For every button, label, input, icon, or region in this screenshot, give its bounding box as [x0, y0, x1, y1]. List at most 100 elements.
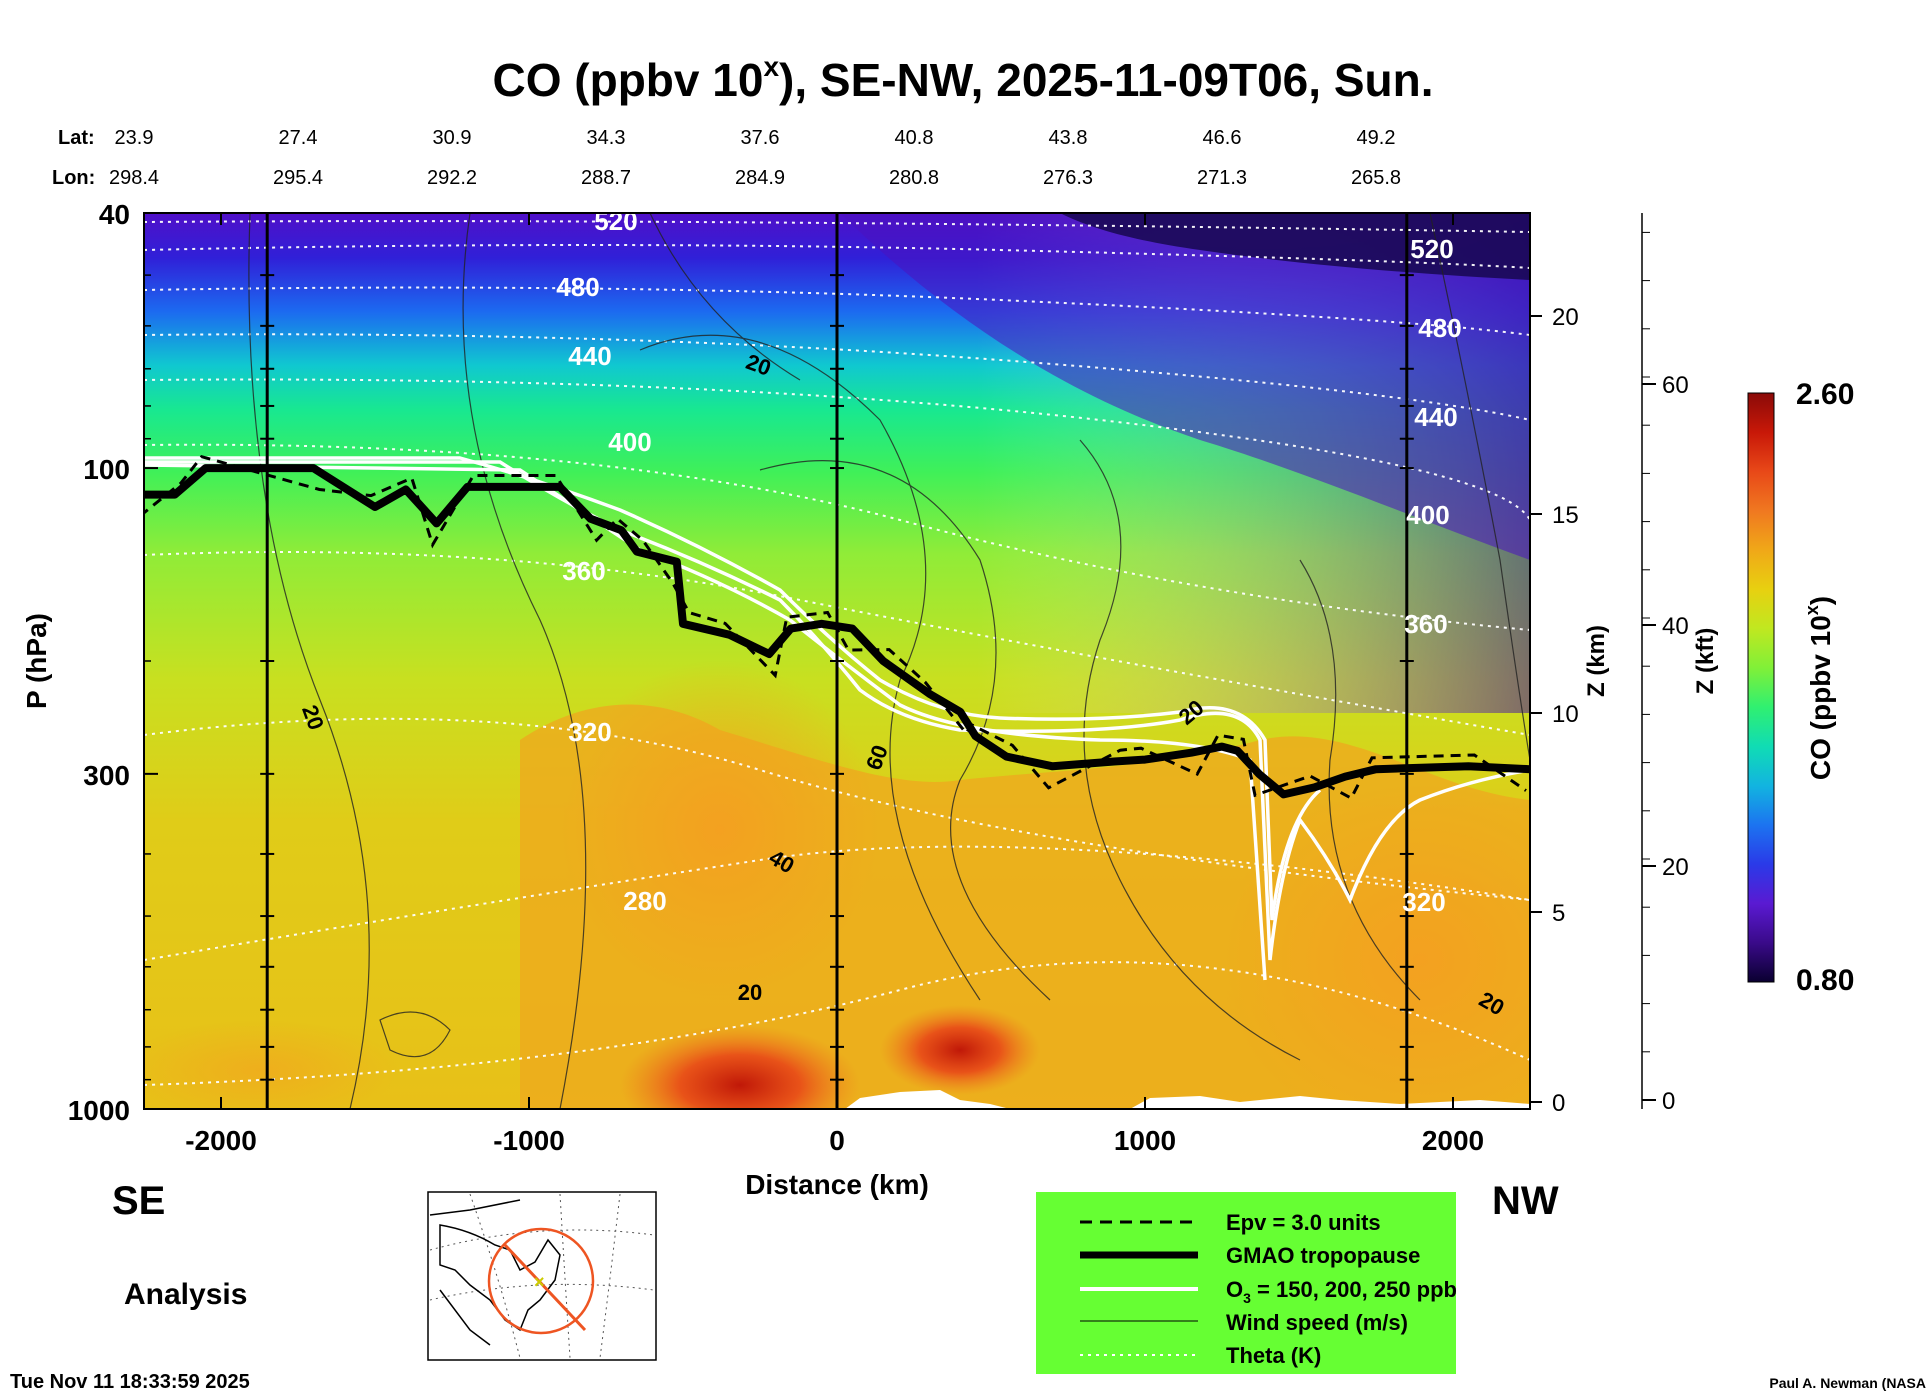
wind-contour	[639, 334, 981, 1001]
wind-contour	[649, 213, 801, 381]
theta-line	[144, 961, 1530, 1086]
colorbar-min: 0.80	[1796, 964, 1854, 997]
theta-line	[144, 244, 1530, 269]
surface-white-patch	[845, 1090, 1010, 1109]
wind-contour	[248, 213, 370, 1109]
ozone-contour	[144, 463, 1267, 981]
colorbar	[1747, 392, 1775, 983]
theta-line	[144, 286, 1530, 336]
z-kft-axis-label: Z (kft)	[1692, 628, 1719, 695]
analysis-label: Analysis	[124, 1278, 247, 1311]
wind-contour	[759, 459, 1051, 1001]
lat-value: 43.8	[1049, 127, 1088, 149]
lat-value: 27.4	[279, 127, 318, 149]
legend-epv-label: Epv = 3.0 units	[1226, 1210, 1381, 1235]
lon-label: Lon:	[52, 167, 95, 189]
timestamp: Tue Nov 11 18:33:59 2025	[10, 1371, 250, 1393]
x-tick-label: -1000	[493, 1125, 565, 1156]
theta-label: 320	[568, 717, 611, 747]
epv-line	[144, 454, 1527, 801]
lat-label: Lat:	[58, 127, 95, 149]
co-field-red-blob-2	[880, 1005, 1040, 1095]
z-km-tick-label: 20	[1552, 304, 1579, 331]
lat-value: 40.8	[895, 127, 934, 149]
y-tick-label: 40	[99, 199, 130, 230]
y-tick-label: 100	[83, 454, 130, 485]
legend-wind-label: Wind speed (m/s)	[1226, 1310, 1408, 1335]
theta-label: 440	[1414, 402, 1457, 432]
lat-value: 49.2	[1357, 127, 1396, 149]
se-label: SE	[112, 1179, 165, 1223]
colorbar-label: CO (ppbv 10x)	[1802, 596, 1836, 780]
ozone-contour	[144, 456, 1322, 921]
lon-value: 284.9	[735, 167, 785, 189]
lon-value: 288.7	[581, 167, 631, 189]
colorbar-max: 2.60	[1796, 378, 1854, 411]
legend-ozone-label-rest: = 150, 200, 250 ppb	[1251, 1277, 1457, 1302]
z-km-tick-label: 5	[1552, 900, 1565, 927]
z-km-axis-label: Z (km)	[1583, 625, 1610, 697]
y-tick-label: 1000	[68, 1095, 130, 1126]
x-axis-label: Distance (km)	[745, 1169, 929, 1200]
chart-title-sup: x	[763, 51, 779, 82]
lon-value: 292.2	[427, 167, 477, 189]
credit: Paul A. Newman (NASA	[1769, 1375, 1926, 1391]
ozone-contour	[144, 460, 1530, 961]
wind-label: 20	[738, 980, 762, 1005]
inset-map-section-line	[503, 1243, 587, 1332]
wind-contour	[1429, 213, 1530, 761]
nw-label: NW	[1492, 1179, 1559, 1223]
inset-map-range-circle	[487, 1227, 595, 1335]
theta-line	[144, 845, 1530, 961]
wind-speed-contours	[248, 213, 1530, 1109]
lat-value: 37.6	[741, 127, 780, 149]
theta-label: 520	[1410, 234, 1453, 264]
theta-label: 520	[594, 206, 637, 236]
x-axis: -2000 -1000 0 1000 2000	[185, 213, 1484, 1156]
lon-value: 265.8	[1351, 167, 1401, 189]
z-kft-tick-label: 20	[1662, 854, 1689, 881]
lat-value: 23.9	[115, 127, 154, 149]
co-field-red-blob	[620, 1025, 860, 1109]
co-field-nw-darkest	[1060, 213, 1530, 280]
lon-value: 280.8	[889, 167, 939, 189]
lon-value: 298.4	[109, 167, 159, 189]
lat-value: 46.6	[1203, 127, 1242, 149]
theta-label: 400	[1406, 500, 1449, 530]
lon-value: 276.3	[1043, 167, 1093, 189]
co-field-orange-blob-2	[1220, 780, 1530, 1109]
theta-label: 360	[1404, 609, 1447, 639]
chart-title: CO (ppbv 10x), SE-NW, 2025-11-09T06, Sun…	[493, 51, 1434, 106]
co-field-nw-stratosphere	[840, 213, 1530, 560]
y-axis: 40 100 300 1000	[68, 199, 158, 1126]
theta-label: 440	[568, 341, 611, 371]
colorbar-label-text: CO (ppbv 10	[1805, 615, 1836, 780]
theta-label: 280	[623, 886, 666, 916]
chart-title-text: CO (ppbv 10	[493, 54, 764, 106]
wind-contour	[379, 1011, 451, 1058]
legend-theta-label: Theta (K)	[1226, 1343, 1321, 1368]
x-tick-label: 2000	[1422, 1125, 1484, 1156]
y-axis-label: P (hPa)	[21, 613, 52, 709]
co-field-orange-blob	[560, 660, 880, 1000]
tropopause-line	[144, 464, 1530, 799]
x-tick-label: -2000	[185, 1125, 257, 1156]
lon-value: 271.3	[1197, 167, 1247, 189]
colorbar-label-close: )	[1805, 596, 1836, 605]
lat-lon-values: 23.9 27.4 30.9 34.3 37.6 40.8 43.8 46.6 49.2 298.…	[109, 127, 1401, 189]
y-tick-label: 300	[83, 760, 130, 791]
co-field-orange-lower-left	[144, 1020, 400, 1109]
theta-label: 480	[1418, 313, 1461, 343]
theta-label: 360	[562, 556, 605, 586]
z-kft-tick-label: 60	[1662, 372, 1689, 399]
legend-tropopause-label: GMAO tropopause	[1226, 1243, 1420, 1268]
legend-ozone-label-text: O	[1226, 1277, 1243, 1302]
legend-ozone-label-sub: 3	[1243, 1290, 1251, 1306]
x-tick-label: 0	[829, 1125, 845, 1156]
colorbar-label-sup: x	[1802, 605, 1822, 615]
theta-line	[144, 220, 1530, 233]
ozone-contours	[144, 456, 1530, 981]
z-km-tick-label: 10	[1552, 701, 1579, 728]
chart-title-rest: ), SE-NW, 2025-11-09T06, Sun.	[779, 54, 1433, 106]
